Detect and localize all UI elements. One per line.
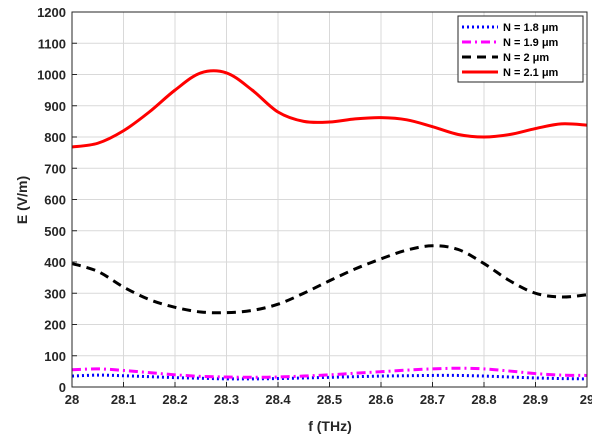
y-tick-label: 300 xyxy=(44,286,66,301)
y-tick-label: 100 xyxy=(44,349,66,364)
y-tick-label: 900 xyxy=(44,99,66,114)
y-tick-label: 1200 xyxy=(37,5,66,20)
y-axis-title: E (V/m) xyxy=(14,176,30,224)
y-tick-label: 600 xyxy=(44,193,66,208)
x-tick-label: 28.4 xyxy=(265,392,291,407)
legend-label-2: N = 1.9 μm xyxy=(503,37,559,49)
x-tick-label: 28 xyxy=(65,392,79,407)
x-tick-label: 28.2 xyxy=(162,392,187,407)
y-tick-label: 0 xyxy=(59,380,66,395)
x-axis-title: f (THz) xyxy=(308,418,352,434)
y-tick-label: 500 xyxy=(44,224,66,239)
y-tick-label: 700 xyxy=(44,161,66,176)
x-tick-label: 28.1 xyxy=(111,392,136,407)
x-tick-label: 28.7 xyxy=(420,392,445,407)
y-tick-label: 800 xyxy=(44,130,66,145)
x-tick-label: 28.6 xyxy=(368,392,393,407)
ticks: 28 28.1 28.2 28.3 28.4 28.5 28.6 28.7 28.8 28.9 29… xyxy=(37,5,592,407)
x-tick-label: 28.9 xyxy=(523,392,548,407)
series-line-3 xyxy=(71,244,588,315)
legend-label-3: N = 2 μm xyxy=(503,52,549,64)
x-tick-label: 29 xyxy=(580,392,592,407)
series-line-2 xyxy=(71,366,588,379)
legend: N = 1.8 μm N = 1.9 μm N = 2 μm N = 2.1 μm xyxy=(457,15,584,83)
x-tick-label: 28.8 xyxy=(471,392,496,407)
y-tick-label: 400 xyxy=(44,255,66,270)
series-group xyxy=(71,69,588,381)
legend-label-1: N = 1.8 μm xyxy=(503,22,559,34)
y-tick-label: 200 xyxy=(44,318,66,333)
y-tick-label: 1100 xyxy=(38,36,66,51)
series-line-1 xyxy=(71,373,588,381)
legend-label-4: N = 2.1 μm xyxy=(503,67,559,79)
x-tick-label: 28.5 xyxy=(317,392,342,407)
y-tick-label: 1000 xyxy=(37,68,66,83)
x-tick-label: 28.3 xyxy=(214,392,239,407)
series-line-4 xyxy=(71,69,588,149)
